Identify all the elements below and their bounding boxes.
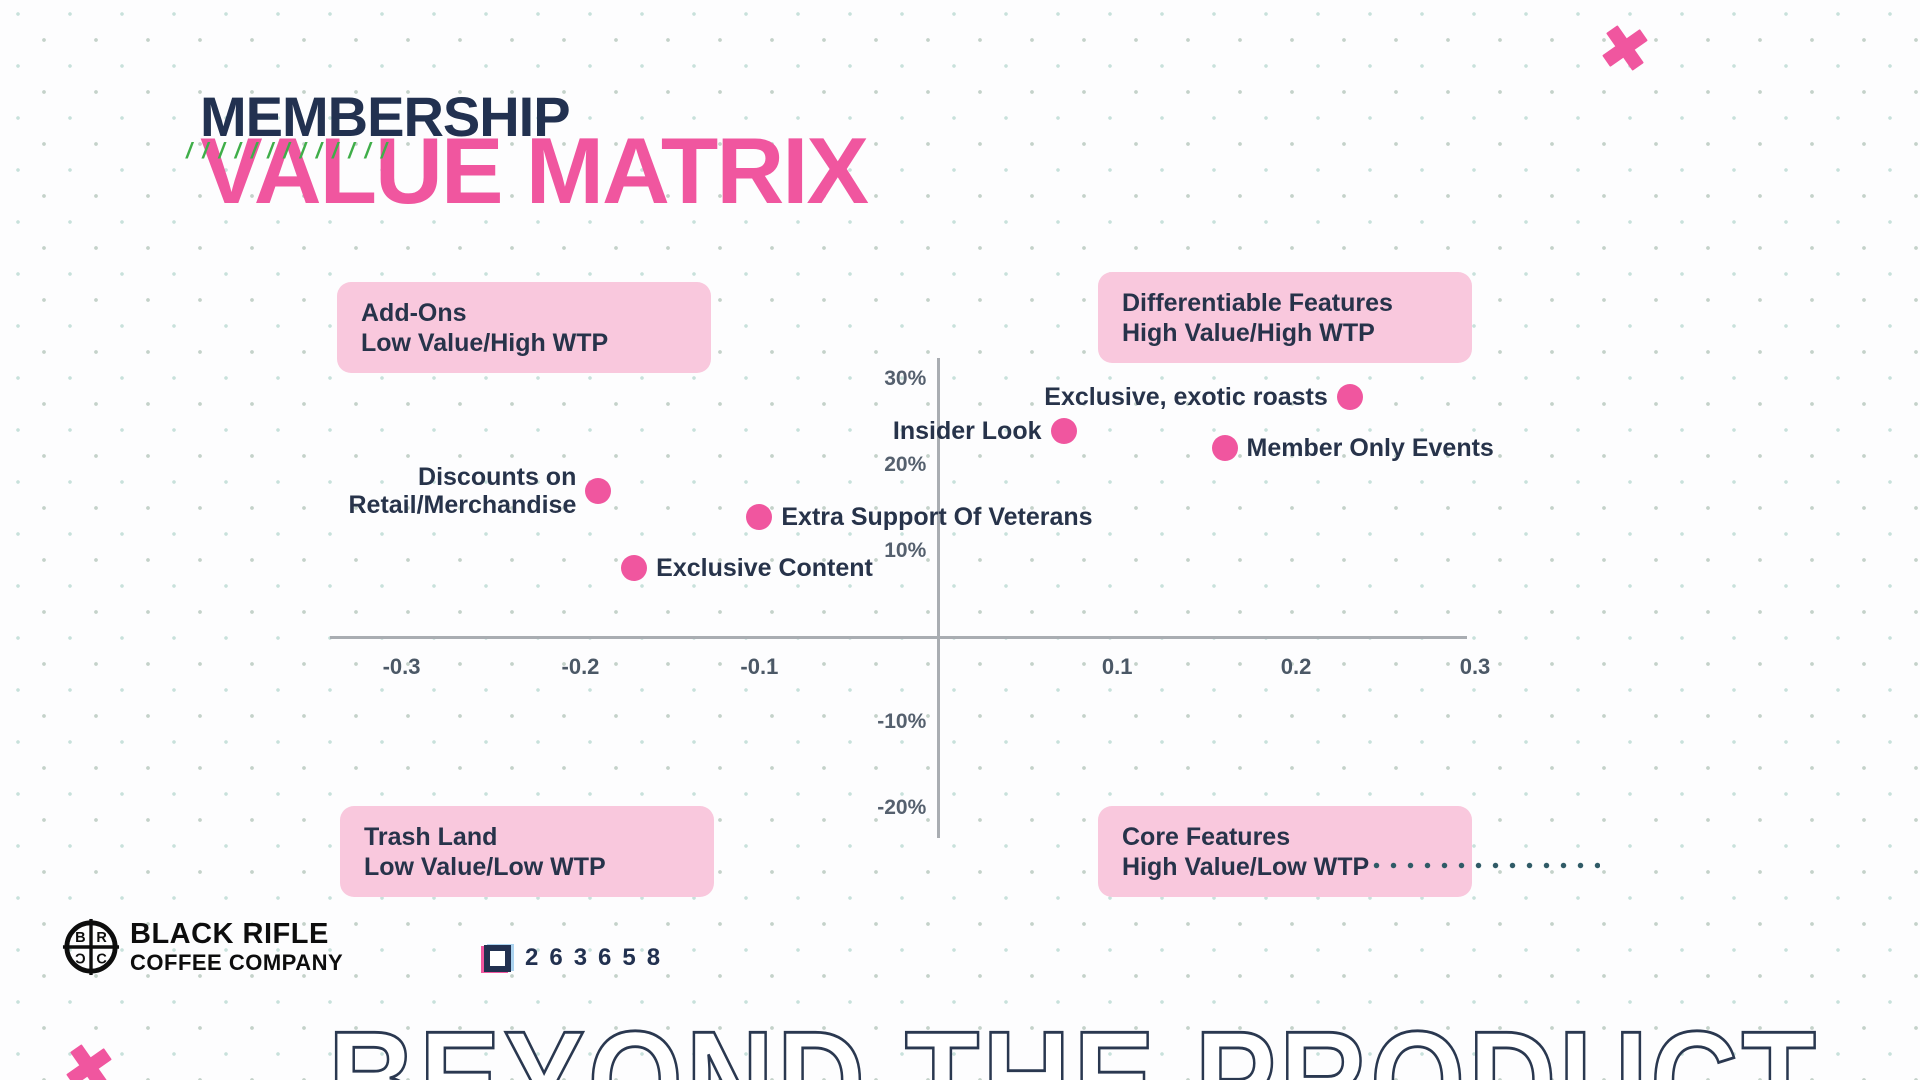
y-tick-label: 20% xyxy=(884,453,927,477)
quadrant-subtitle: Low Value/High WTP xyxy=(361,328,609,357)
quadrant-subtitle: High Value/Low WTP xyxy=(1122,852,1370,881)
data-point-label: Extra Support Of Veterans xyxy=(781,502,1093,531)
x-tick-label: -0.1 xyxy=(740,653,779,679)
x-tick-label: -0.3 xyxy=(382,653,421,679)
data-point-label: Exclusive, exotic roasts xyxy=(1044,382,1328,411)
quadrant-box-trash-land: Trash Land Low Value/Low WTP xyxy=(340,806,714,897)
svg-text:C: C xyxy=(96,951,107,967)
data-point-dot xyxy=(1050,417,1077,444)
slide-number: 263658 xyxy=(484,944,671,972)
square-marker-icon xyxy=(484,944,511,972)
y-axis-line xyxy=(937,358,941,838)
data-point-dot xyxy=(1336,383,1363,410)
data-point-label: Discounts on Retail/Merchandise xyxy=(348,462,577,519)
quadrant-subtitle: Low Value/Low WTP xyxy=(364,852,606,881)
quadrant-title: Differentiable Features xyxy=(1122,288,1393,317)
slide-number-digits: 263658 xyxy=(525,944,672,971)
x-tick-label: -0.2 xyxy=(561,653,600,679)
y-tick-label: 30% xyxy=(884,367,927,391)
y-tick-label: -20% xyxy=(877,796,927,819)
data-point-dot xyxy=(585,477,612,504)
quadrant-title: Add-Ons xyxy=(361,298,467,327)
svg-text:B: B xyxy=(75,930,85,946)
x-tick-label: 0.3 xyxy=(1459,653,1491,679)
dotted-line-decor xyxy=(1368,862,1600,869)
logo-name-line1: BLACK RIFLE xyxy=(130,918,329,950)
slide-kicker: MEMBERSHIP xyxy=(200,85,571,148)
y-tick-label: -10% xyxy=(877,710,927,734)
quadrant-box-add-ons: Add-Ons Low Value/High WTP xyxy=(337,282,711,373)
brcc-logo-text: BLACK RIFLE COFFEE COMPANY xyxy=(130,920,343,974)
brcc-logo: B R Ɔ C BLACK RIFLE COFFEE COMPANY xyxy=(62,918,343,976)
quadrant-box-core-features: Core Features High Value/Low WTP xyxy=(1098,806,1472,897)
slash-decor-icon: / / / / / / / / / / / / / xyxy=(186,138,389,163)
quadrant-box-differentiable-features: Differentiable Features High Value/High … xyxy=(1098,272,1472,363)
data-point-label: Insider Look xyxy=(892,416,1042,445)
data-point-label: Member Only Events xyxy=(1246,434,1494,462)
data-point-label: Exclusive Content xyxy=(656,554,873,582)
x-tick-label: 0.1 xyxy=(1101,653,1133,679)
quadrant-title: Trash Land xyxy=(364,822,498,851)
data-point-dot xyxy=(621,555,648,581)
data-point-dot xyxy=(1211,435,1238,461)
data-point-dot xyxy=(746,503,773,530)
svg-text:Ɔ: Ɔ xyxy=(75,951,85,967)
quadrant-title: Core Features xyxy=(1122,822,1291,851)
slide-title: VALUE MATRIX xyxy=(200,118,869,223)
svg-text:R: R xyxy=(96,930,107,946)
footer-headline: BEYOND THE PRODUCT xyxy=(327,1000,1819,1080)
y-tick-label: 10% xyxy=(884,538,927,562)
brcc-emblem-icon: B R Ɔ C xyxy=(62,918,120,976)
x-axis-line xyxy=(330,635,1467,639)
logo-name-line2: COFFEE COMPANY xyxy=(130,950,344,975)
x-tick-label: 0.2 xyxy=(1280,653,1312,679)
quadrant-subtitle: High Value/High WTP xyxy=(1122,318,1375,347)
